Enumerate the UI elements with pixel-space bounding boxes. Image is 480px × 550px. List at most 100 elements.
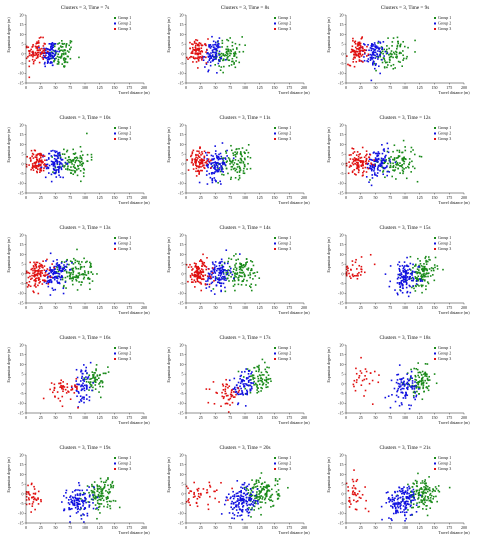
data-point <box>79 164 81 166</box>
data-point <box>196 44 199 47</box>
data-point <box>435 382 438 385</box>
data-point <box>199 281 201 284</box>
data-point <box>56 277 59 280</box>
data-point <box>369 53 372 56</box>
data-point <box>247 369 250 372</box>
y-tick-label: 20 <box>340 342 344 347</box>
legend-marker <box>434 127 436 129</box>
data-point <box>363 56 365 58</box>
data-point <box>232 164 235 166</box>
x-tick-label: 50 <box>54 525 58 530</box>
data-point <box>96 484 99 486</box>
data-point <box>271 500 274 503</box>
data-point <box>394 169 396 171</box>
data-point <box>229 52 231 55</box>
data-point <box>79 268 82 270</box>
data-point <box>214 275 217 278</box>
data-point <box>70 161 73 163</box>
data-point <box>86 386 88 389</box>
data-point <box>405 382 408 385</box>
x-tick-label: 150 <box>112 195 118 200</box>
data-point <box>63 166 65 168</box>
y-tick-label: 15 <box>20 462 24 467</box>
data-point <box>197 154 199 156</box>
data-point <box>44 165 47 168</box>
data-point <box>212 288 215 290</box>
data-point <box>82 500 85 502</box>
data-point <box>61 53 63 55</box>
data-point <box>99 494 102 497</box>
data-point <box>224 54 227 56</box>
data-point <box>270 494 272 497</box>
data-point <box>432 274 434 276</box>
data-point <box>100 488 102 490</box>
data-point <box>374 157 377 159</box>
x-tick-label: 50 <box>214 305 218 310</box>
data-point <box>201 262 204 265</box>
data-point <box>250 497 253 500</box>
data-point <box>256 491 258 493</box>
data-point <box>358 490 361 493</box>
data-point <box>205 56 207 59</box>
data-point <box>84 507 86 509</box>
data-point <box>398 283 401 286</box>
data-point <box>348 154 351 156</box>
data-point <box>213 264 216 266</box>
data-point <box>205 280 207 283</box>
data-point <box>223 276 225 278</box>
data-point <box>255 480 258 483</box>
data-point <box>52 289 55 291</box>
data-point <box>420 275 422 278</box>
data-point <box>418 155 421 158</box>
data-point <box>389 162 392 164</box>
y-tick-label: 15 <box>180 242 184 247</box>
data-point <box>228 274 230 277</box>
data-point <box>388 171 391 173</box>
data-point <box>426 260 429 263</box>
data-point <box>260 386 262 389</box>
data-point <box>55 263 58 265</box>
data-point <box>409 385 411 387</box>
data-point <box>401 283 404 286</box>
y-tick-label: -10 <box>338 71 343 76</box>
data-point <box>410 146 413 149</box>
data-point <box>371 165 374 167</box>
data-point <box>225 499 227 502</box>
data-point <box>253 505 256 508</box>
data-point <box>394 507 397 510</box>
data-point <box>426 504 428 507</box>
data-point <box>64 280 67 283</box>
data-point <box>239 497 242 500</box>
data-point <box>256 488 259 490</box>
data-point <box>246 504 249 507</box>
data-point <box>263 374 265 376</box>
data-point <box>82 167 85 170</box>
data-point <box>36 171 39 174</box>
data-point <box>221 142 224 144</box>
data-point <box>43 265 46 267</box>
data-point <box>197 49 199 51</box>
data-point <box>239 382 242 385</box>
data-point <box>72 152 75 155</box>
data-point <box>397 511 399 514</box>
data-point <box>223 269 226 271</box>
data-point <box>370 47 373 50</box>
data-point <box>410 368 412 371</box>
data-point <box>217 158 220 161</box>
data-point <box>384 273 387 275</box>
data-point <box>345 266 348 268</box>
data-point <box>191 272 193 275</box>
data-point <box>354 487 357 490</box>
y-tick-label: -15 <box>18 410 23 415</box>
data-point <box>71 262 73 264</box>
data-point <box>235 276 237 278</box>
data-point <box>90 498 93 501</box>
data-point <box>393 53 396 55</box>
data-point <box>239 161 241 164</box>
data-point <box>402 489 404 492</box>
data-point <box>372 62 374 64</box>
legend-marker <box>114 358 116 360</box>
data-point <box>89 266 91 268</box>
data-point <box>371 58 374 60</box>
data-point <box>193 275 196 278</box>
